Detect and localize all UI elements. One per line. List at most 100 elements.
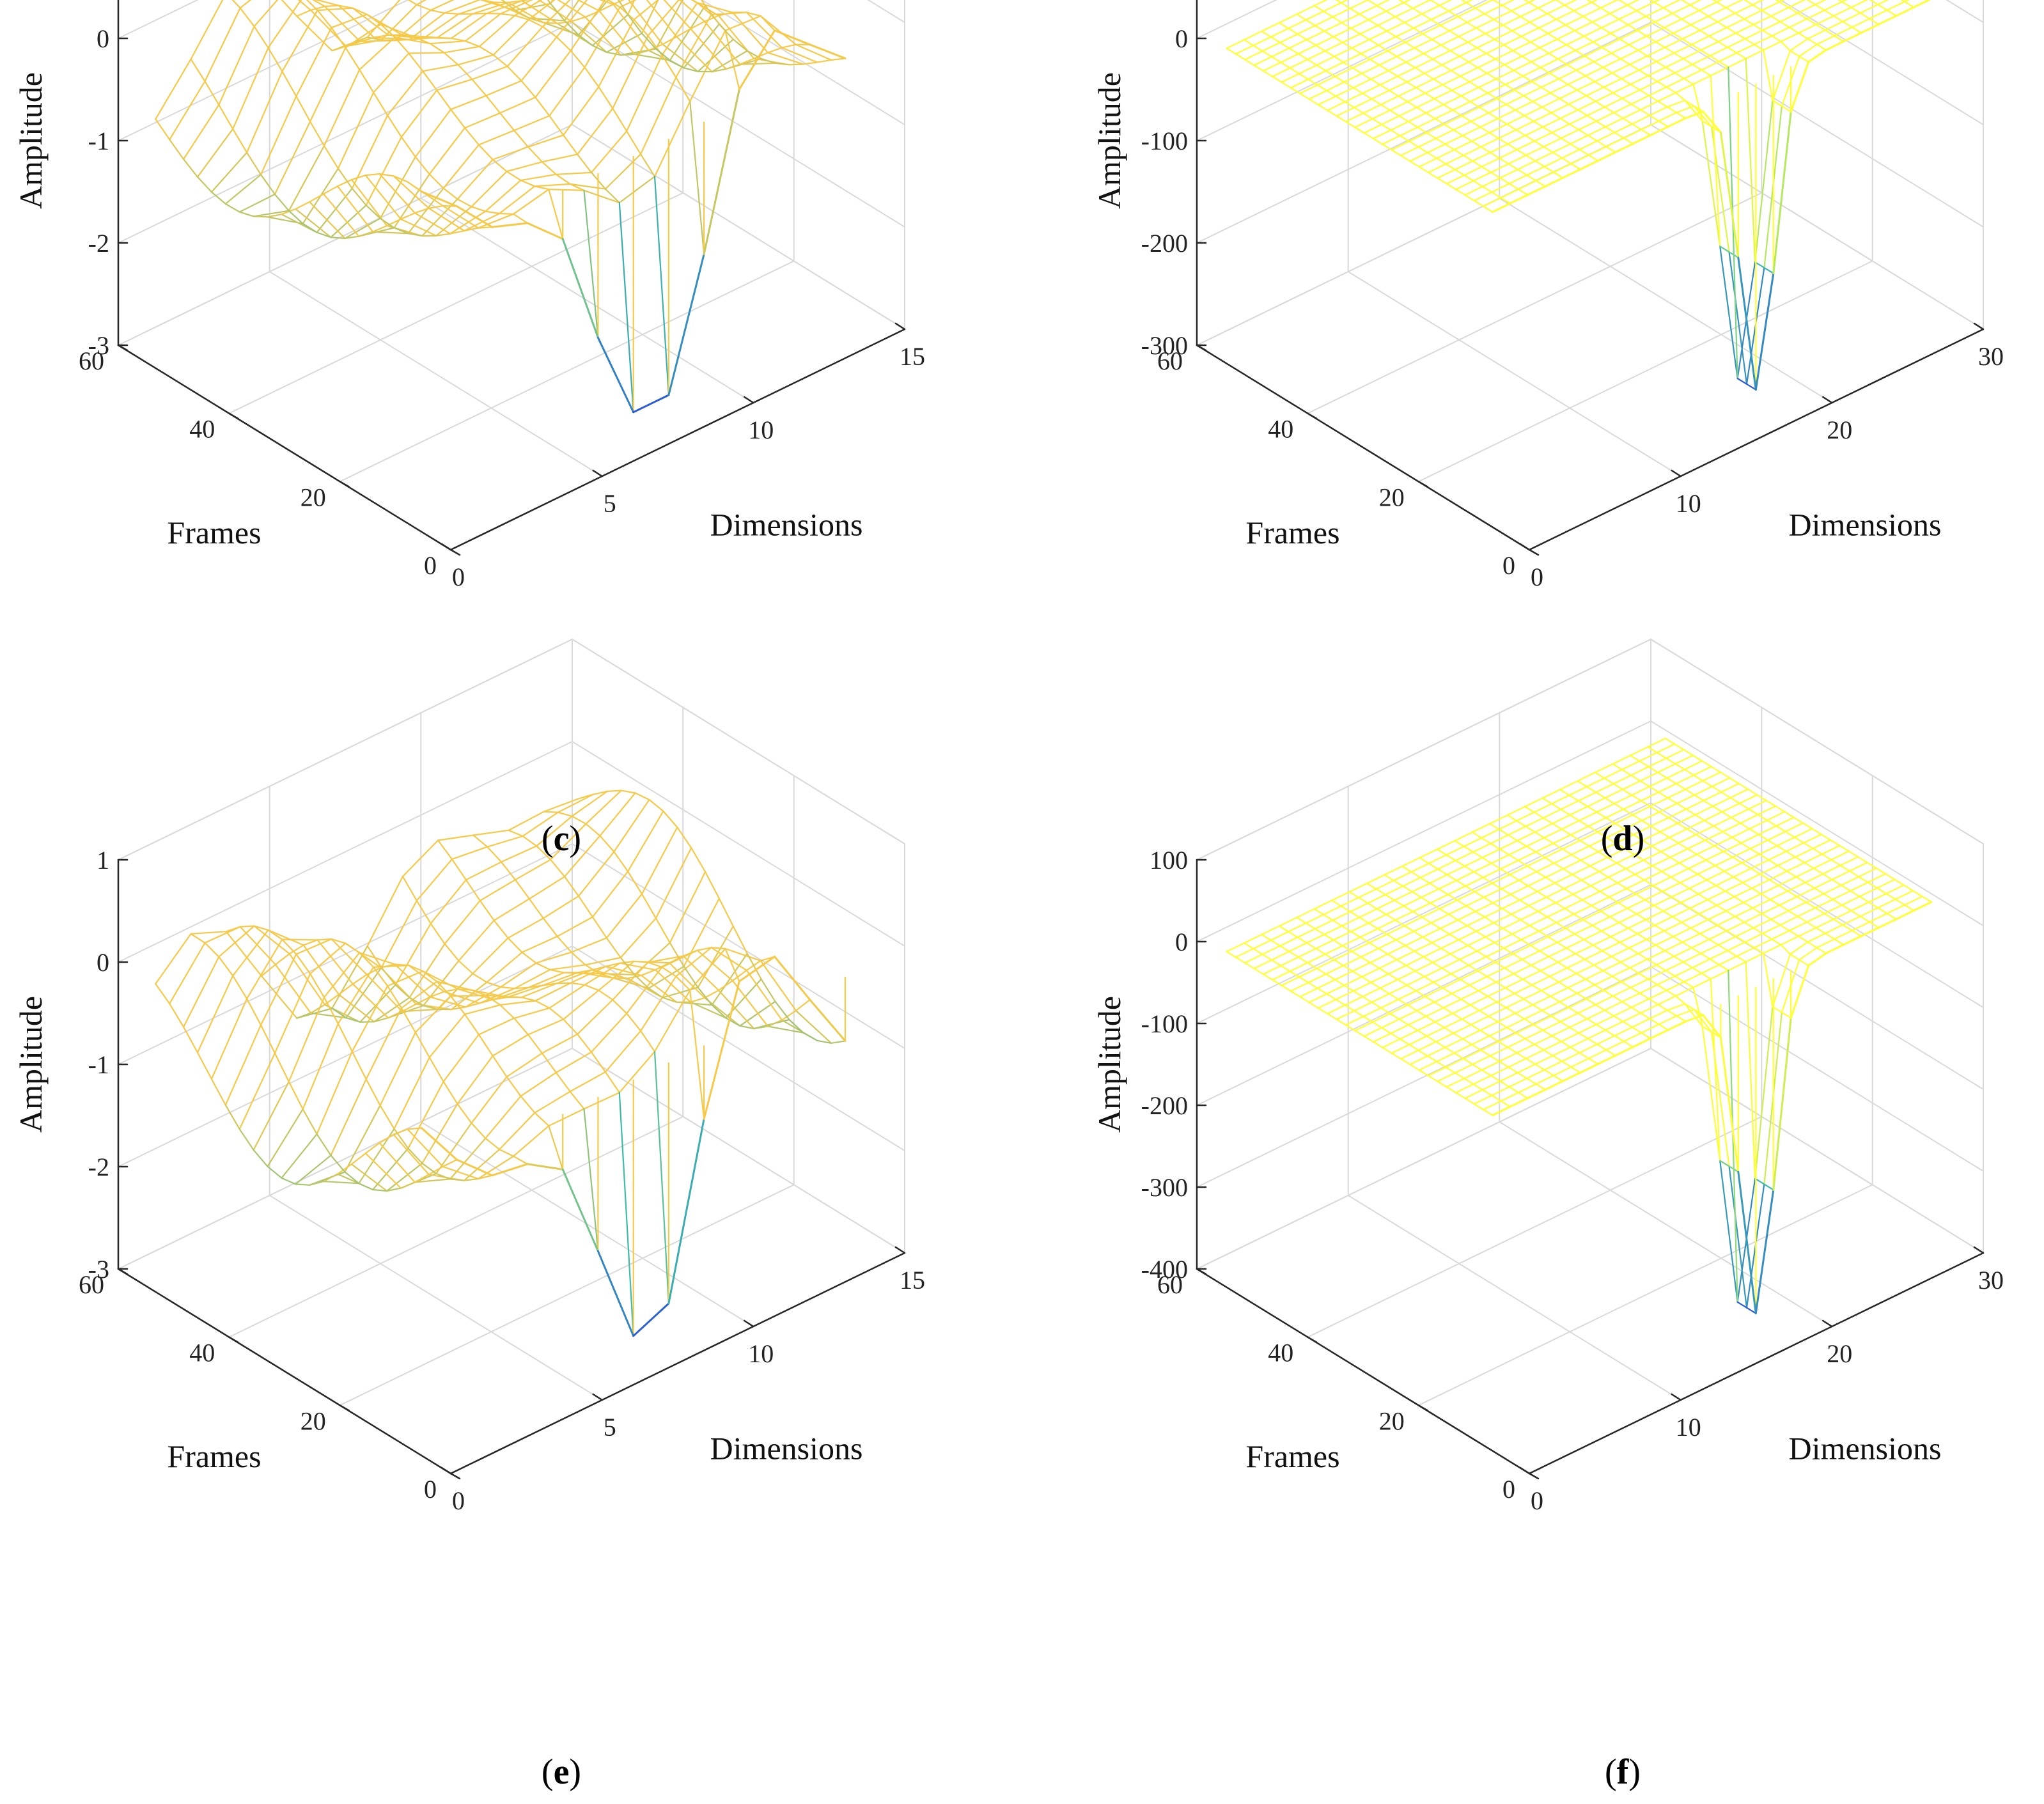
surface-mesh-line [1612, 83, 1632, 94]
surface-mesh-line [1350, 922, 1369, 933]
surface-mesh-line [1840, 876, 1860, 886]
surface-mesh-line [1474, 0, 1494, 9]
surface-mesh-line [464, 1004, 501, 1015]
surface-mesh-line [1611, 52, 1621, 60]
surface-mesh-line [1394, 890, 1413, 901]
surface-mesh-line [1789, 50, 1800, 58]
surface-mesh-line [1698, 1, 1718, 12]
surface-mesh-line [1493, 913, 1512, 924]
surface-mesh-line [1288, 27, 1299, 35]
surface-mesh-line [1551, 1026, 1570, 1037]
surface-mesh-line [1430, 914, 1450, 924]
surface-mesh-line [1472, 180, 1483, 187]
x-axis-line [449, 1252, 906, 1475]
surface-mesh-line [372, 1188, 388, 1192]
surface-mesh-line [1486, 976, 1497, 983]
surface-mesh-line [718, 23, 734, 40]
surface-mesh-line [1655, 41, 1666, 49]
surface-mesh-line [1725, 901, 1745, 912]
surface-mesh-line [1471, 831, 1483, 839]
surface-mesh-line [1823, 892, 1834, 901]
surface-mesh-line [1512, 953, 1523, 961]
surface-mesh-line [422, 64, 459, 72]
surface-mesh-line [1576, 81, 1596, 91]
surface-mesh-line [1366, 874, 1385, 885]
surface-mesh-line [1484, 4, 1503, 15]
surface-mesh-line [1404, 42, 1416, 49]
surface-mesh-line [1334, 979, 1345, 986]
surface-mesh-line [1368, 38, 1380, 46]
surface-mesh-line [1428, 1075, 1439, 1082]
surface-mesh-line [1577, 1004, 1596, 1015]
surface-mesh-line [1398, 106, 1418, 117]
surface-mesh-line [1629, 754, 1641, 762]
surface-mesh-line [1444, 115, 1463, 125]
backwall-gridline-z [1196, 802, 1651, 1024]
surface-mesh-line [1540, 970, 1550, 977]
surface-mesh-line [330, 1155, 346, 1173]
surface-mesh-line [1752, 4, 1763, 12]
surface-mesh-line [1518, 890, 1538, 901]
surface-mesh-line [1710, 75, 1721, 247]
surface-mesh-line [1735, 927, 1754, 937]
surface-mesh-line [1700, 953, 1711, 960]
surface-mesh-line [1522, 66, 1541, 77]
surface-mesh-line [1505, 998, 1525, 1009]
surface-mesh-line [436, 981, 452, 997]
surface-mesh-line [1270, 47, 1290, 58]
x-tick-label: 0 [1531, 1486, 1543, 1515]
surface-mesh-line [1582, 910, 1602, 921]
surface-mesh-line [1568, 1006, 1579, 1015]
surface-mesh-line [393, 175, 409, 183]
surface-mesh-line [1493, 19, 1504, 26]
surface-mesh-line [690, 0, 698, 4]
surface-mesh-line [1516, 140, 1536, 151]
surface-mesh-line [316, 231, 332, 238]
surface-mesh-line [591, 13, 629, 47]
surface-mesh-line [1595, 112, 1615, 122]
surface-mesh-line [1690, 947, 1702, 954]
surface-mesh-line [1371, 118, 1383, 125]
surface-mesh-line [1650, 797, 1669, 807]
surface-mesh-line [1567, 84, 1578, 91]
surface-mesh-line [1306, 38, 1317, 47]
surface-mesh-line [428, 127, 466, 175]
surface-mesh-line [458, 919, 495, 962]
surface-mesh-line [1711, 786, 1722, 793]
surface-mesh-line [1433, 993, 1453, 1003]
surface-mesh-line [1460, 0, 1467, 4]
surface-mesh-line [472, 12, 488, 15]
surface-mesh-line [683, 965, 699, 988]
surface-mesh-line [1453, 140, 1473, 151]
surface-mesh-line [1718, 964, 1729, 972]
surface-mesh-line [1802, 822, 1813, 830]
surface-mesh-line [1403, 916, 1423, 927]
sidewall-gridline-z [572, 124, 905, 330]
surface-mesh-line [336, 1163, 353, 1175]
surface-mesh-line [437, 839, 453, 860]
surface-mesh-line [1431, 942, 1442, 949]
surface-mesh-line [1453, 120, 1472, 131]
surface-mesh-line [1453, 1052, 1465, 1060]
surface-mesh-line [1575, 41, 1594, 52]
surface-mesh-line [1478, 106, 1490, 114]
surface-mesh-line [414, 212, 451, 235]
surface-mesh-line [668, 955, 684, 964]
surface-mesh-line [1646, 27, 1665, 37]
surface-mesh-line [1705, 830, 1724, 841]
surface-mesh-line [1377, 928, 1388, 935]
surface-mesh-line [1457, 7, 1476, 18]
surface-mesh-line [1584, 978, 1596, 986]
z-tick-label: -100 [1141, 1009, 1188, 1038]
surface-mesh-line [1481, 166, 1492, 173]
surface-mesh-line [1398, 0, 1405, 4]
surface-mesh-line [1900, 0, 1906, 3]
surface-mesh-line [1537, 0, 1557, 9]
surface-mesh-line [372, 225, 388, 233]
surface-mesh-line [1749, 839, 1769, 850]
surface-mesh-line [1396, 56, 1407, 63]
surface-mesh-line [520, 80, 536, 98]
surface-mesh-line [1539, 950, 1550, 958]
surface-mesh-line [1444, 1027, 1455, 1034]
